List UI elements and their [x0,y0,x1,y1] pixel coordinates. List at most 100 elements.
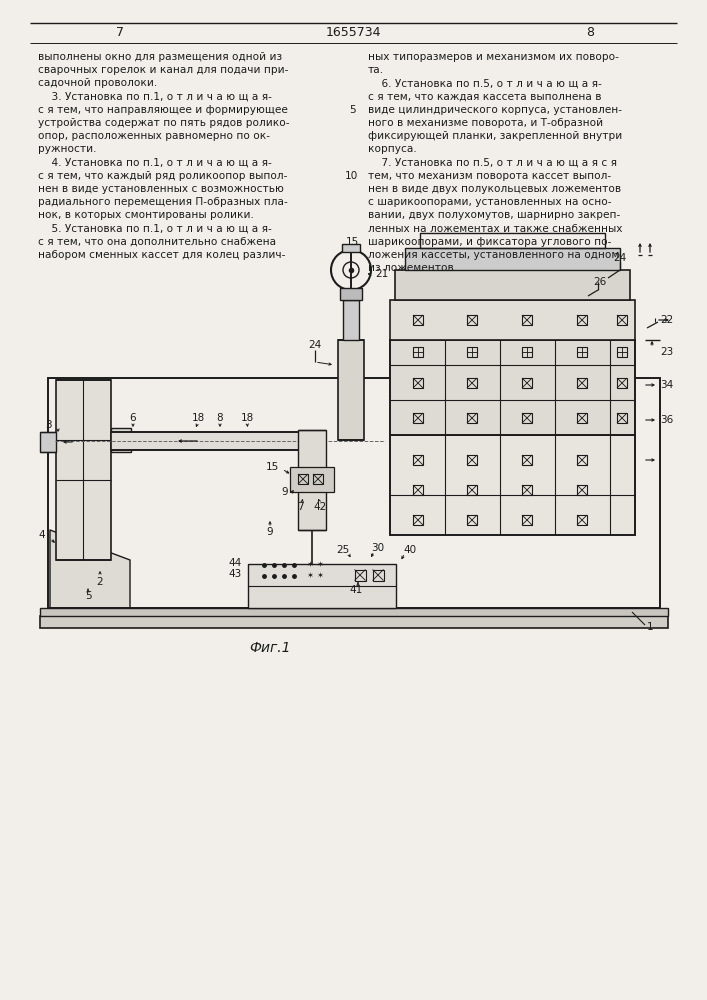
Bar [420,233,605,248]
Text: 4. Установка по п.1, о т л и ч а ю щ а я-: 4. Установка по п.1, о т л и ч а ю щ а я… [38,158,271,168]
Bar [617,347,627,357]
Bar [342,244,360,252]
Text: радиального перемещения П-образных пла-: радиального перемещения П-образных пла- [38,197,288,207]
Text: тем, что механизм поворота кассет выпол-: тем, что механизм поворота кассет выпол- [368,171,611,181]
Text: 26: 26 [593,277,607,287]
Bar [467,515,477,525]
Text: 1655734: 1655734 [325,25,381,38]
Bar [413,347,423,357]
Bar [467,378,477,388]
Text: 3. Установка по п.1, о т л и ч а ю щ а я-: 3. Установка по п.1, о т л и ч а ю щ а я… [38,92,272,102]
Text: опор, расположенных равномерно по ок-: опор, расположенных равномерно по ок- [38,131,270,141]
Bar [40,432,56,452]
Bar [40,608,668,616]
Text: из ложементов.: из ложементов. [368,263,457,273]
Text: 8: 8 [586,25,594,38]
Circle shape [162,438,168,444]
Bar [577,378,587,388]
Bar [522,485,532,495]
Bar [467,347,477,357]
Text: с шарикоопорами, установленных на осно-: с шарикоопорами, установленных на осно- [368,197,612,207]
Text: ложения кассеты, установленного на одном: ложения кассеты, установленного на одном [368,250,619,260]
Text: ✶: ✶ [307,572,313,580]
Bar [413,315,423,325]
Bar [467,413,477,423]
Bar [338,340,364,440]
Bar [617,413,627,423]
Bar [413,515,423,525]
Text: 22: 22 [660,315,673,325]
Text: та.: та. [368,65,384,75]
Bar [343,300,359,340]
Text: 7: 7 [116,25,124,38]
Bar [340,288,362,300]
Text: 24: 24 [614,253,626,263]
Text: 7. Установка по п.5, о т л и ч а ю щ а я с я: 7. Установка по п.5, о т л и ч а ю щ а я… [368,158,617,168]
Text: 43: 43 [229,569,242,579]
Bar [617,378,627,388]
Bar [313,474,323,484]
Circle shape [277,438,283,444]
Text: нен в виде установленных с возможностью: нен в виде установленных с возможностью [38,184,284,194]
Circle shape [252,438,258,444]
Bar [413,378,423,388]
Text: 5: 5 [85,591,91,601]
Text: устройства содержат по пять рядов ролико-: устройства содержат по пять рядов ролико… [38,118,289,128]
Text: нен в виде двух полукольцевых ложементов: нен в виде двух полукольцевых ложементов [368,184,621,194]
Bar [522,347,532,357]
Bar [577,315,587,325]
Bar [290,467,334,492]
Polygon shape [50,530,130,608]
Bar [522,378,532,388]
Text: 4: 4 [39,530,45,540]
Text: 1: 1 [647,622,654,632]
Bar [413,413,423,423]
Bar [298,430,326,530]
Text: 3: 3 [45,420,52,430]
Bar [111,432,311,450]
Text: 5: 5 [349,105,356,115]
Bar [522,315,532,325]
Text: садочной проволоки.: садочной проволоки. [38,78,157,88]
Text: 9: 9 [281,487,288,497]
Text: 5. Установка по п.1, о т л и ч а ю щ а я-: 5. Установка по п.1, о т л и ч а ю щ а я… [38,224,271,234]
Text: 34: 34 [660,380,673,390]
Bar [298,474,308,484]
Bar [577,515,587,525]
Bar [390,435,635,535]
Bar [40,616,668,628]
Bar [405,248,620,270]
Text: 10: 10 [345,171,358,181]
Text: 42: 42 [313,502,327,512]
Bar [577,413,587,423]
Bar [395,270,630,300]
Bar [390,300,635,340]
Text: 41: 41 [349,585,363,595]
Text: 15: 15 [346,237,358,247]
Bar [248,564,396,608]
Bar [522,413,532,423]
Bar [467,315,477,325]
Text: 8: 8 [216,413,223,423]
Text: виде цилиндрического корпуса, установлен-: виде цилиндрического корпуса, установлен… [368,105,622,115]
Text: фиксирующей планки, закрепленной внутри: фиксирующей планки, закрепленной внутри [368,131,622,141]
Bar [111,428,131,452]
Text: выполнены окно для размещения одной из: выполнены окно для размещения одной из [38,52,282,62]
Circle shape [137,438,143,444]
Bar [413,485,423,495]
Bar [617,315,627,325]
Text: 36: 36 [660,415,673,425]
Text: 2: 2 [97,577,103,587]
Text: корпуса.: корпуса. [368,144,416,154]
Bar [413,455,423,465]
Text: 24: 24 [308,340,322,350]
Bar [373,570,383,580]
Text: ✶: ✶ [307,560,313,570]
Text: 9: 9 [267,527,274,537]
Text: ✶: ✶ [317,572,324,580]
Bar [522,515,532,525]
Bar [354,570,366,580]
Text: 40: 40 [404,545,416,555]
Text: с я тем, что каждый ряд роликоопор выпол-: с я тем, что каждый ряд роликоопор выпол… [38,171,287,181]
Text: 23: 23 [660,347,673,357]
